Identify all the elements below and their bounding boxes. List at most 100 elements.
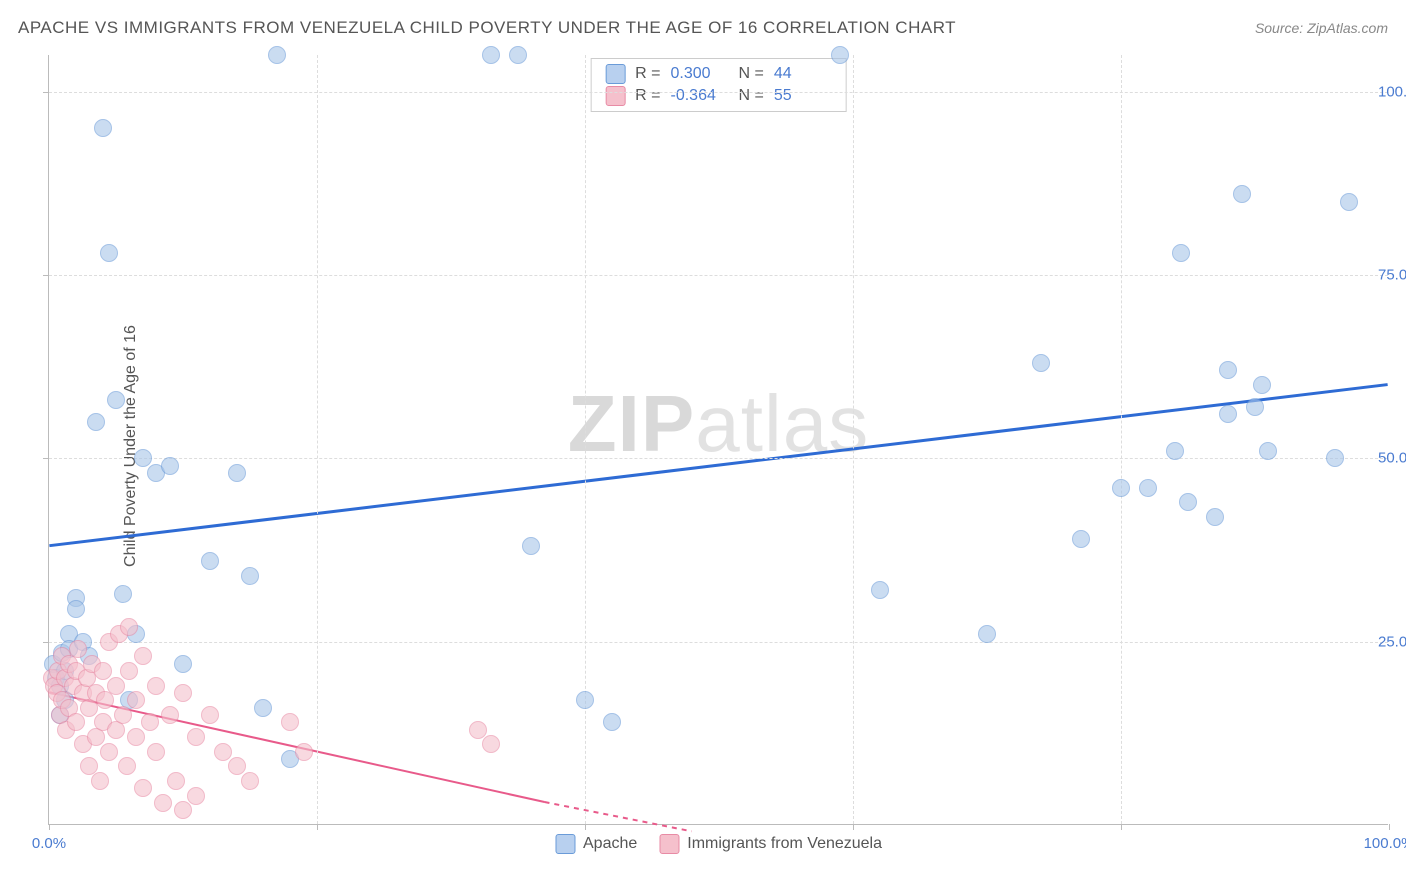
data-point (1072, 530, 1090, 548)
data-point (147, 677, 165, 695)
data-point (509, 46, 527, 64)
swatch-apache (555, 834, 575, 854)
data-point (295, 743, 313, 761)
ytick-mark (43, 642, 49, 643)
data-point (201, 706, 219, 724)
trend-lines-layer (49, 55, 1388, 824)
data-point (201, 552, 219, 570)
data-point (241, 567, 259, 585)
data-point (1219, 361, 1237, 379)
data-point (87, 413, 105, 431)
bottom-legend: Apache Immigrants from Venezuela (555, 834, 882, 854)
data-point (114, 706, 132, 724)
data-point (1179, 493, 1197, 511)
stats-legend-box: R = 0.300 N = 44 R = -0.364 N = 55 (590, 58, 847, 112)
data-point (187, 787, 205, 805)
data-point (167, 772, 185, 790)
data-point (127, 691, 145, 709)
data-point (120, 618, 138, 636)
chart-plot-area: ZIPatlas R = 0.300 N = 44 R = -0.364 N =… (48, 55, 1388, 825)
xtick-mark (1121, 824, 1122, 830)
r-label: R = (635, 87, 660, 105)
data-point (100, 743, 118, 761)
data-point (134, 779, 152, 797)
data-point (228, 757, 246, 775)
data-point (214, 743, 232, 761)
data-point (134, 647, 152, 665)
data-point (127, 728, 145, 746)
gridline-v (1121, 55, 1122, 824)
trend-line (49, 385, 1387, 546)
data-point (1340, 193, 1358, 211)
data-point (241, 772, 259, 790)
stats-row: R = 0.300 N = 44 (605, 63, 832, 85)
data-point (228, 464, 246, 482)
data-point (1219, 405, 1237, 423)
data-point (268, 46, 286, 64)
data-point (67, 600, 85, 618)
data-point (154, 794, 172, 812)
data-point (482, 735, 500, 753)
r-value: 0.300 (671, 65, 729, 83)
ytick-mark (43, 92, 49, 93)
data-point (1326, 449, 1344, 467)
data-point (187, 728, 205, 746)
stats-row: R = -0.364 N = 55 (605, 85, 832, 107)
chart-header: APACHE VS IMMIGRANTS FROM VENEZUELA CHIL… (18, 18, 1388, 38)
data-point (469, 721, 487, 739)
ytick-label: 75.0% (1378, 267, 1406, 284)
gridline-h (49, 642, 1388, 643)
xtick-mark (1389, 824, 1390, 830)
swatch-venezuela (605, 86, 625, 106)
xtick-mark (585, 824, 586, 830)
gridline-h (49, 275, 1388, 276)
data-point (96, 691, 114, 709)
data-point (281, 713, 299, 731)
data-point (978, 625, 996, 643)
data-point (522, 537, 540, 555)
data-point (254, 699, 272, 717)
ytick-mark (43, 458, 49, 459)
chart-title: APACHE VS IMMIGRANTS FROM VENEZUELA CHIL… (18, 18, 956, 38)
data-point (1172, 244, 1190, 262)
data-point (1206, 508, 1224, 526)
xtick-mark (317, 824, 318, 830)
ytick-label: 25.0% (1378, 633, 1406, 650)
legend-item: Apache (555, 834, 637, 854)
swatch-apache (605, 64, 625, 84)
data-point (147, 743, 165, 761)
data-point (871, 581, 889, 599)
trend-line-dashed (545, 802, 692, 831)
data-point (1233, 185, 1251, 203)
r-label: R = (635, 65, 660, 83)
data-point (91, 772, 109, 790)
n-label: N = (739, 65, 764, 83)
data-point (174, 684, 192, 702)
n-value: 55 (774, 87, 832, 105)
data-point (576, 691, 594, 709)
data-point (1166, 442, 1184, 460)
data-point (141, 713, 159, 731)
data-point (94, 662, 112, 680)
data-point (831, 46, 849, 64)
legend-label: Immigrants from Venezuela (687, 835, 882, 853)
data-point (107, 391, 125, 409)
data-point (174, 801, 192, 819)
ytick-mark (43, 275, 49, 276)
xtick-label: 100.0% (1364, 835, 1406, 852)
data-point (107, 677, 125, 695)
data-point (118, 757, 136, 775)
gridline-h (49, 92, 1388, 93)
gridline-h (49, 458, 1388, 459)
xtick-label: 0.0% (32, 835, 66, 852)
data-point (161, 457, 179, 475)
ytick-label: 50.0% (1378, 450, 1406, 467)
data-point (69, 640, 87, 658)
data-point (174, 655, 192, 673)
source-label: Source: ZipAtlas.com (1255, 20, 1388, 36)
data-point (161, 706, 179, 724)
data-point (1032, 354, 1050, 372)
data-point (114, 585, 132, 603)
gridline-v (317, 55, 318, 824)
data-point (1253, 376, 1271, 394)
